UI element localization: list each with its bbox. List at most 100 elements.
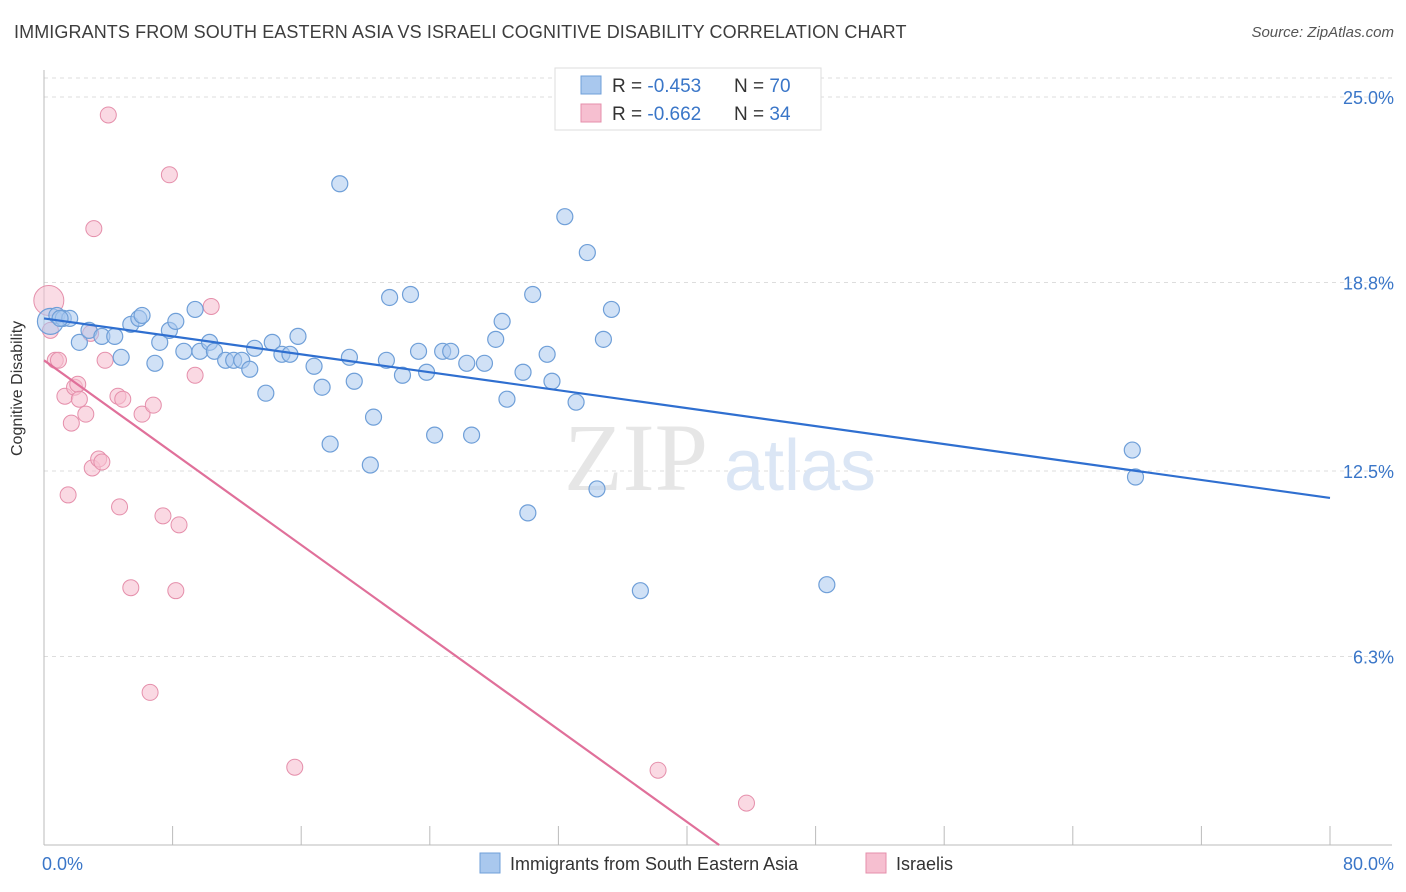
sea-immigrants-point [112,348,130,366]
israelis-point [62,414,80,432]
sea-immigrants-point [409,342,428,360]
sea-immigrants-point [205,342,223,360]
legend-r-value: -0.662 [647,104,701,125]
sea-immigrants-point [487,330,505,348]
legend-n-value: 34 [769,104,791,125]
legend-n-label: N = [734,76,769,97]
sea-immigrants-point [393,366,412,384]
sea-immigrants-point [818,576,836,594]
israelis-point [114,390,132,408]
sea-immigrants-point [345,372,363,390]
israelis-point [737,794,755,812]
israelis-point [154,507,172,525]
israelis-point [170,516,188,534]
watermark-atlas: atlas [724,426,876,506]
trend-lines [43,317,1331,846]
sea-immigrants-point [321,435,339,453]
israelis-point [85,220,103,238]
sea-immigrants-point [538,345,556,363]
sea-immigrants-point [1126,468,1145,486]
sea-immigrants-point [175,342,193,360]
sea-immigrants-point [458,354,476,372]
svg-text:R = -0.662: R = -0.662 [612,104,701,125]
legend-r-label: R = [612,104,647,125]
israelis-point [133,405,151,423]
sea-immigrants-point [588,480,606,498]
israelis-point [77,405,95,423]
israelis-point [59,486,77,504]
israelis-point [286,758,304,776]
sea-immigrants-point [426,426,444,444]
sea-immigrants-point [462,426,481,444]
israelis-point [144,396,162,414]
sea-immigrants-point [567,393,585,411]
y-tick-label: 25.0% [1343,88,1394,108]
israelis-point [96,351,114,369]
tick-labels: 6.3% 12.5% 18.8% 25.0% 0.0% 80.0% [42,88,1394,874]
sea-immigrants-point [602,300,621,319]
israelis-point [111,498,129,516]
legend-swatch-blue [580,75,602,95]
series-legend: Immigrants from South Eastern Asia Israe… [479,852,953,874]
watermark: ZIP atlas [564,404,876,511]
sea-immigrants-point [519,504,537,522]
source-label: Source: ZipAtlas.com [1251,24,1394,41]
sea-immigrants-point [133,306,151,325]
sea-immigrants-point [361,456,379,474]
series-label-blue: Immigrants from South Eastern Asia [510,854,799,874]
sea-immigrants-point [578,243,596,262]
sea-immigrants-point [70,333,88,351]
israelis-point [141,683,159,701]
sea-immigrants-point [475,354,494,372]
sea-immigrants-trend-line [43,317,1331,500]
sea-immigrants-point [257,384,275,402]
y-tick-label: 18.8% [1343,274,1394,294]
sea-immigrants-point [313,378,331,396]
sea-immigrants-point [594,330,613,348]
israelis-point [93,453,111,471]
sea-immigrants-points [36,175,1145,600]
series-swatch-blue [479,852,501,874]
sea-immigrants-point [186,300,204,319]
series-label-pink: Israelis [896,854,953,874]
sea-immigrants-point [442,342,460,360]
sea-immigrants-point [305,357,323,375]
israelis-point [70,390,88,408]
legend-n-label: N = [734,104,769,125]
y-tick-label: 6.3% [1353,648,1394,668]
israelis-point [160,166,178,184]
y-tick-label: 12.5% [1343,462,1394,482]
legend-swatch-pink [580,103,602,123]
correlation-legend: R = -0.453 N = 70 R = -0.662 N = 34 [554,67,822,131]
israelis-trend-line [43,359,720,846]
watermark-zip: ZIP [564,404,708,511]
svg-text:N = 70: N = 70 [734,76,791,97]
sea-immigrants-point [241,360,259,378]
sea-immigrants-point [524,285,542,304]
x-tick-label: 0.0% [42,854,83,874]
sea-immigrants-point [331,175,349,193]
sea-immigrants-point [401,285,420,304]
sea-immigrants-point [498,390,516,408]
sea-immigrants-point [51,309,69,328]
israelis-point [202,297,220,315]
sea-immigrants-point [106,327,124,345]
sea-immigrants-point [514,363,532,381]
israelis-point [649,761,667,779]
svg-text:N = 34: N = 34 [734,104,791,125]
israelis-point [99,106,117,124]
legend-r-value: -0.453 [647,76,701,97]
sea-immigrants-point [1123,441,1141,459]
x-tick-label: 80.0% [1343,854,1394,874]
axes [43,70,1392,846]
israelis-point [122,579,140,597]
israelis-point [49,351,67,369]
sea-immigrants-point [289,327,307,345]
sea-immigrants-point [167,312,185,330]
sea-immigrants-point [381,288,399,307]
sea-immigrants-point [631,582,649,600]
sea-immigrants-point [493,312,511,330]
sea-immigrants-point [543,372,561,390]
israelis-point [167,582,185,600]
